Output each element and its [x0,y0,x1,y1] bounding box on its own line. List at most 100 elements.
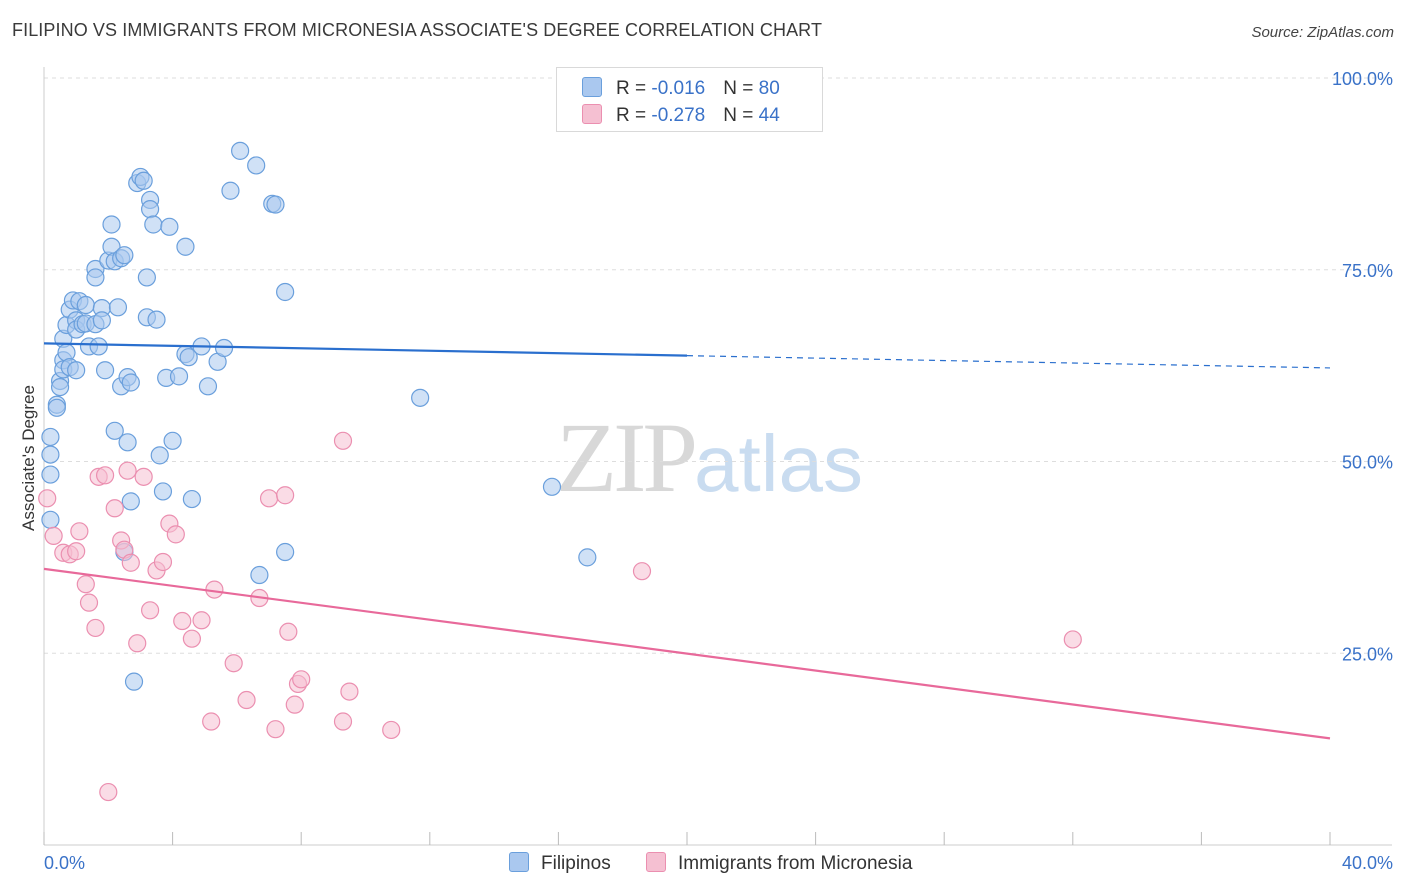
micronesia-point [333,712,353,731]
y-tick-label: 50.0% [1342,453,1393,473]
filipino-point [169,367,189,386]
filipino-point [76,295,95,315]
filipino-point [276,542,295,562]
stats-legend-row-filipinos: R = -0.016 N = 80 [582,77,780,100]
n-label: N = [723,105,759,126]
micronesia-point [266,720,285,739]
micronesia-point [632,562,652,581]
filipino-point [150,446,169,465]
filipino-point [160,217,179,236]
filipino-point [247,156,266,175]
micronesia-point [292,670,311,689]
y-tick-label: 25.0% [1342,644,1393,664]
filipino-point [153,482,173,501]
filipinos-legend-swatch [509,852,529,872]
filipino-point [266,195,285,214]
filipino-point [95,361,115,380]
filipino-point [47,398,66,417]
filipino-point [121,492,140,511]
micronesia-swatch [582,104,602,124]
micronesia-point [276,486,295,505]
micronesia-point [259,489,279,508]
filipino-point [411,388,430,407]
filipino-point [137,268,156,287]
n-label: N = [723,78,759,99]
filipino-point [41,465,60,484]
micronesia-point [121,553,140,572]
legend-item-filipinos[interactable]: Filipinos [509,852,611,875]
micronesia-point [182,629,201,648]
r-label: R = [616,78,652,99]
filipino-point [41,427,60,447]
micronesia-point [134,467,153,486]
filipino-point [86,268,105,287]
filipino-point [115,246,134,265]
micronesia-point [1063,630,1082,649]
micronesia-point [279,622,298,641]
filipinos-trend-extension [686,355,1331,369]
legend-item-micronesia[interactable]: Immigrants from Micronesia [646,852,912,875]
x-tick-label: 40.0% [1342,853,1393,873]
micronesia-point [44,526,63,545]
r-label: R = [616,105,652,126]
filipino-point [198,377,218,396]
filipino-point [140,200,160,219]
micronesia-point [118,461,137,480]
filipino-point [578,548,597,567]
legend-label: Filipinos [541,853,611,874]
micronesia-point [105,499,124,518]
micronesia-point [86,618,105,638]
filipinos-swatch [582,77,602,97]
chart-title: FILIPINO VS IMMIGRANTS FROM MICRONESIA A… [12,20,823,40]
filipino-point [231,141,250,160]
filipino-point [134,171,153,190]
micronesia-point [192,611,211,630]
filipino-point [144,215,163,234]
filipino-point [147,310,166,329]
micronesia-point [382,720,401,740]
filipino-point [179,348,198,367]
filipino-point [176,237,195,256]
micronesia-trend-line [43,567,1331,740]
filipino-point [124,672,144,691]
watermark: ZIPatlas [556,400,863,515]
micronesia-point [67,542,86,561]
micronesia-point [237,690,256,710]
filipino-point [250,565,269,585]
micronesia-point [340,682,359,701]
micronesia-legend-swatch [646,852,666,872]
watermark-zip: ZIP [556,402,698,513]
filipino-point [163,431,182,450]
filipino-point [102,215,121,234]
filipino-point [182,489,201,509]
stats-legend: R = -0.016 N = 80 R = -0.278 N = 44 [556,67,823,132]
micronesia-point [38,489,57,508]
micronesia-point [166,525,185,544]
source-label: Source: ZipAtlas.com [1251,24,1394,41]
micronesia-point [333,431,353,450]
r-value: -0.278 [651,105,706,126]
micronesia-point [76,575,95,594]
legend-label: Immigrants from Micronesia [678,853,913,874]
micronesia-point [128,634,147,653]
filipino-point [221,181,240,200]
watermark-atlas: atlas [694,419,863,508]
filipino-point [105,421,124,440]
filipino-point [50,378,70,397]
micronesia-point [285,695,304,714]
micronesia-point [99,782,118,802]
micronesia-point [140,601,160,620]
filipino-point [41,445,60,464]
filipino-point [108,298,128,317]
r-value: -0.016 [651,78,706,99]
n-value: 44 [758,105,780,126]
filipino-point [67,361,86,380]
filipino-point [542,477,562,496]
filipino-point [121,373,140,392]
x-tick-label: 0.0% [44,853,85,873]
filipino-point [41,510,60,529]
micronesia-point [153,552,173,572]
micronesia-point [70,522,89,541]
y-axis-label: Associate's Degree [19,385,38,531]
